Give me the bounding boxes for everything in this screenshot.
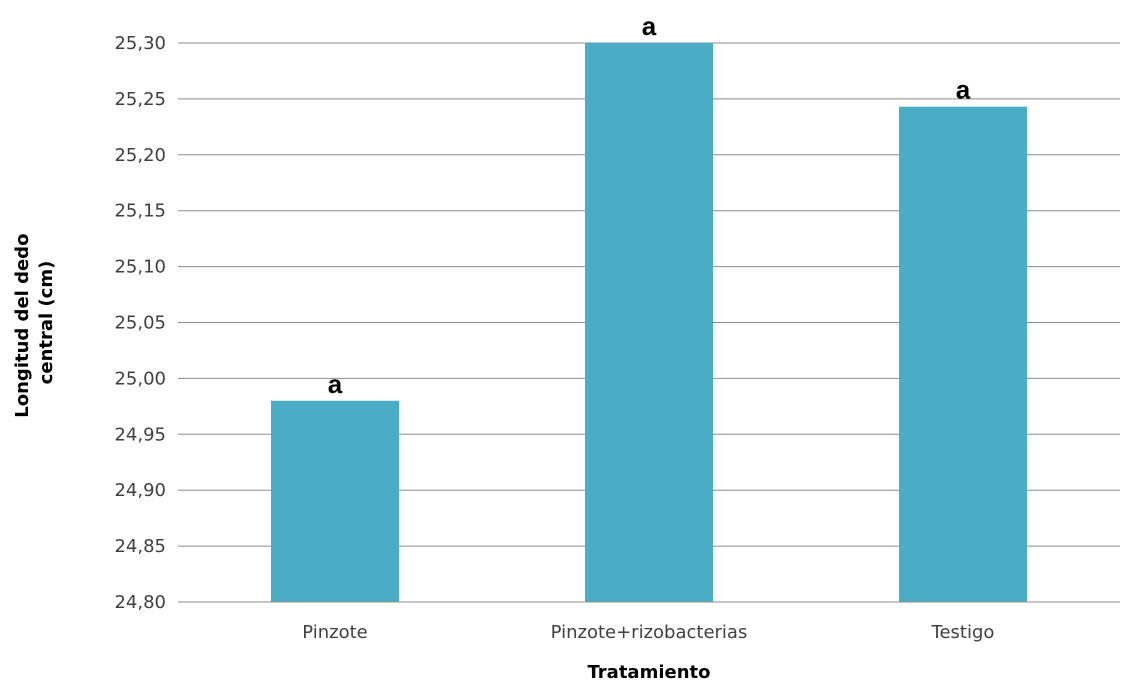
bar <box>585 43 713 602</box>
x-category-label: Testigo <box>931 622 995 643</box>
x-category-label: Pinzote <box>302 622 367 643</box>
y-tick-label: 25,10 <box>114 257 166 278</box>
x-category-label: Pinzote+rizobacterias <box>551 622 748 643</box>
y-tick-label: 25,15 <box>114 201 166 222</box>
bar <box>899 107 1027 602</box>
y-tick-label: 24,80 <box>114 592 166 613</box>
y-axis-title: Longitud del dedo central (cm) <box>12 227 57 417</box>
y-tick-label: 25,25 <box>114 89 166 110</box>
y-axis-title-line-2: central (cm) <box>36 261 57 385</box>
x-axis-title: Tratamiento <box>588 662 711 683</box>
y-tick-label: 24,85 <box>114 536 166 557</box>
y-tick-label: 24,90 <box>114 480 166 501</box>
y-tick-label: 25,05 <box>114 313 166 334</box>
bar <box>271 401 399 602</box>
y-tick-label: 25,30 <box>114 33 166 54</box>
y-tick-label: 25,00 <box>114 368 166 389</box>
y-tick-label: 24,95 <box>114 424 166 445</box>
data-label: a <box>328 369 343 399</box>
data-label: a <box>642 11 657 41</box>
y-axis-title-line-1: Longitud del dedo <box>12 234 33 418</box>
y-tick-labels: 24,80 24,85 24,90 24,95 25,00 25,05 25,10 25,15… <box>114 33 166 613</box>
data-label: a <box>956 75 971 105</box>
x-category-labels: Pinzote Pinzote+rizobacterias Testigo <box>302 622 994 643</box>
y-tick-label: 25,20 <box>114 145 166 166</box>
